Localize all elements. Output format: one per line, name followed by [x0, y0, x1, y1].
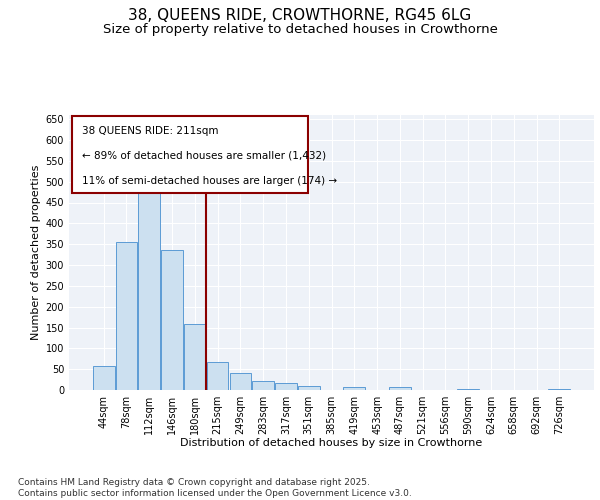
Text: Size of property relative to detached houses in Crowthorne: Size of property relative to detached ho…: [103, 22, 497, 36]
Bar: [139, 163, 160, 390]
Bar: [207, 362, 229, 390]
Bar: [457, 389, 479, 390]
Bar: [230, 374, 251, 390]
Text: ← 89% of detached houses are smaller (1,432): ← 89% of detached houses are smaller (1,…: [82, 151, 326, 161]
Y-axis label: Number of detached properties: Number of detached properties: [31, 165, 41, 340]
Text: 38, QUEENS RIDE, CROWTHORNE, RG45 6LG: 38, QUEENS RIDE, CROWTHORNE, RG45 6LG: [128, 8, 472, 22]
X-axis label: Distribution of detached houses by size in Crowthorne: Distribution of detached houses by size …: [181, 438, 482, 448]
Bar: [343, 386, 365, 390]
Bar: [548, 389, 570, 390]
FancyBboxPatch shape: [71, 116, 308, 194]
Text: Contains HM Land Registry data © Crown copyright and database right 2025.
Contai: Contains HM Land Registry data © Crown c…: [18, 478, 412, 498]
Text: 38 QUEENS RIDE: 211sqm: 38 QUEENS RIDE: 211sqm: [82, 126, 218, 136]
Bar: [161, 250, 183, 390]
Bar: [116, 242, 137, 390]
Bar: [253, 381, 274, 390]
Bar: [275, 382, 297, 390]
Bar: [184, 324, 206, 390]
Bar: [298, 386, 320, 390]
Bar: [389, 386, 410, 390]
Text: 11% of semi-detached houses are larger (174) →: 11% of semi-detached houses are larger (…: [82, 176, 337, 186]
Bar: [93, 366, 115, 390]
